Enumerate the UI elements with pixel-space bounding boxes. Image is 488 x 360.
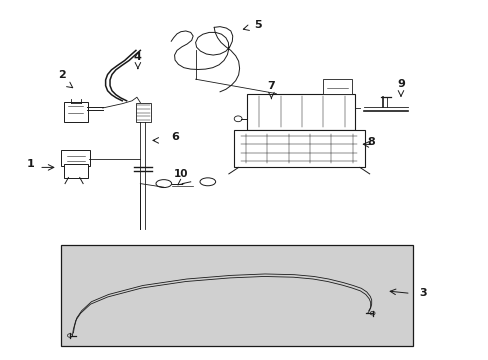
- Bar: [61, 245, 412, 346]
- Bar: [246, 94, 354, 130]
- FancyBboxPatch shape: [64, 164, 87, 178]
- Bar: [136, 103, 150, 122]
- Ellipse shape: [156, 180, 171, 188]
- Text: 9: 9: [396, 79, 404, 89]
- Bar: [322, 79, 351, 94]
- Text: 7: 7: [267, 81, 275, 91]
- Text: 2: 2: [58, 71, 65, 81]
- Text: 8: 8: [367, 137, 375, 147]
- Text: 6: 6: [171, 132, 179, 143]
- Text: 10: 10: [173, 169, 188, 179]
- Text: 3: 3: [418, 288, 426, 298]
- Text: 5: 5: [254, 20, 262, 30]
- Ellipse shape: [200, 178, 215, 186]
- Text: 1: 1: [26, 159, 34, 170]
- FancyBboxPatch shape: [61, 150, 90, 166]
- Text: 4: 4: [134, 53, 142, 63]
- Bar: [233, 130, 364, 167]
- FancyBboxPatch shape: [64, 102, 87, 122]
